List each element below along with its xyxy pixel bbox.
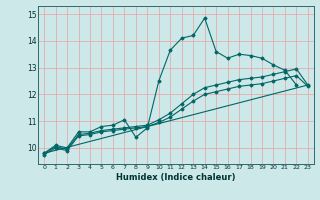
X-axis label: Humidex (Indice chaleur): Humidex (Indice chaleur) xyxy=(116,173,236,182)
